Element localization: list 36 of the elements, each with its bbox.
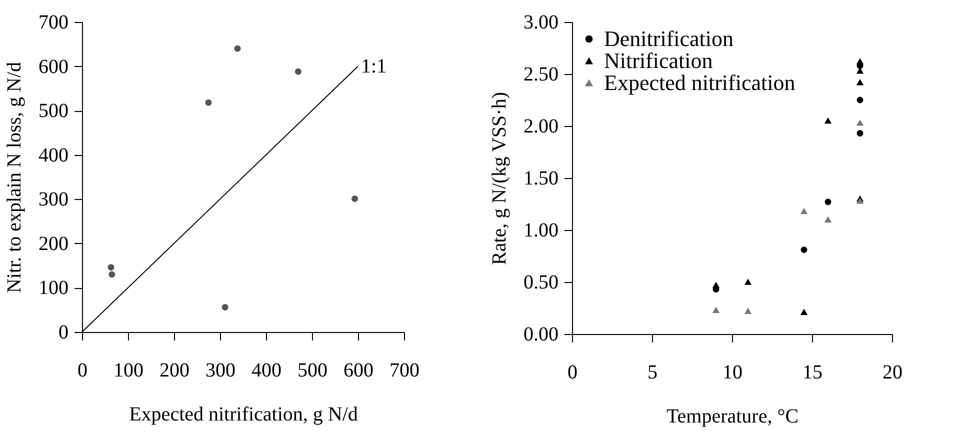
legend-label: Denitrification — [604, 26, 734, 51]
x-tick-label: 15 — [802, 362, 822, 384]
x-axis-title: Temperature, °C — [666, 406, 799, 428]
y-axis-title: Nitr. to explain N loss, g N/d — [4, 62, 26, 294]
x-tick-label: 100 — [114, 360, 144, 382]
x-tick-label: 400 — [252, 360, 282, 382]
y-tick-label: 300 — [38, 188, 68, 211]
x-axis-title: Expected nitrification, g N/d — [129, 404, 358, 426]
y-tick-label: 2.00 — [524, 116, 558, 138]
x-tick-label: 10 — [722, 362, 742, 384]
x-tick-label: 0 — [568, 362, 578, 384]
x-tick-label: 600 — [344, 360, 374, 382]
x-tick-label: 20 — [882, 362, 902, 384]
y-tick-label: 0.00 — [524, 324, 558, 346]
legend-label: Nitrification — [604, 48, 713, 73]
y-tick-label: 400 — [38, 144, 68, 166]
legend-label: Expected nitrification — [604, 70, 796, 95]
y-tick-label: 700 — [38, 12, 68, 34]
x-tick-label: 300 — [206, 360, 236, 382]
y-tick-label: 3.00 — [524, 12, 558, 34]
x-tick-label: 200 — [160, 360, 190, 382]
x-tick-label: 500 — [298, 360, 328, 382]
y-tick-label: 0.50 — [524, 272, 558, 294]
y-tick-label: 2.50 — [524, 64, 558, 86]
y-tick-label: 600 — [38, 56, 68, 78]
y-tick-label: 1.50 — [524, 168, 558, 190]
y-axis-title: Rate, g N/(kg VSS·h) — [488, 92, 510, 265]
y-tick-label: 1.00 — [524, 220, 558, 242]
y-tick-label: 200 — [38, 232, 68, 255]
x-tick-label: 700 — [390, 360, 420, 382]
annotation: 1:1 — [361, 55, 387, 78]
y-tick-label: 100 — [38, 277, 68, 300]
x-tick-label: 5 — [648, 362, 658, 384]
y-tick-label: 0 — [58, 322, 68, 344]
y-tick-label: 500 — [38, 100, 68, 122]
x-tick-label: 0 — [78, 360, 88, 382]
